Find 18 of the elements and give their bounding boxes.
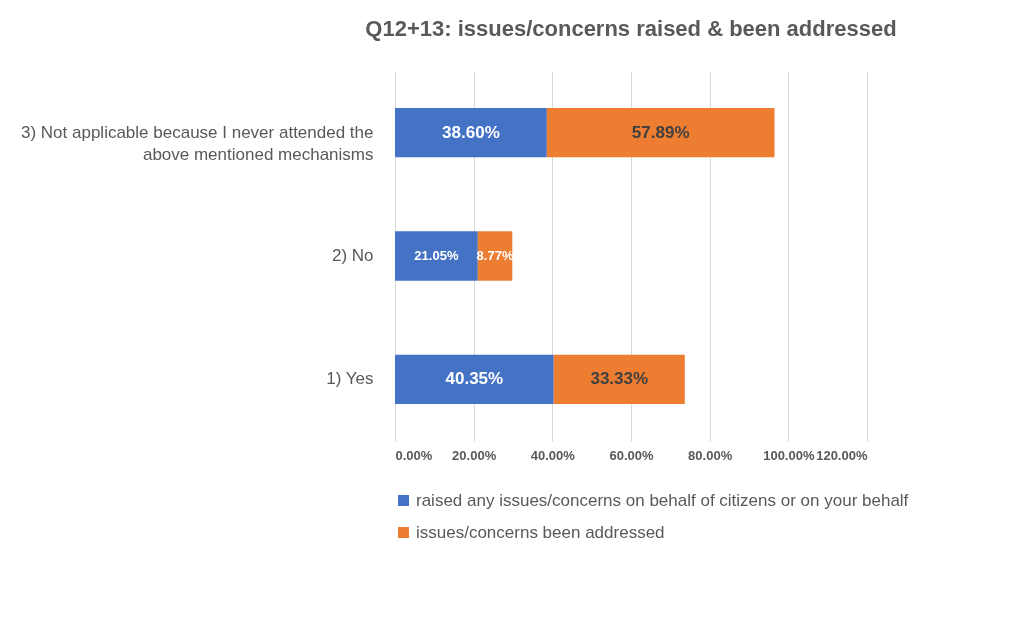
chart-title: Q12+13: issues/concerns raised & been addressed	[365, 16, 897, 41]
y-tick-label: 3) Not applicable because I never attended the above mentioned mechanisms	[20, 122, 374, 164]
x-tick-label: 40.00%	[530, 447, 576, 463]
y-tick-label: 2) No	[331, 246, 374, 265]
data-label: 57.89%	[631, 122, 690, 142]
legend-label: raised any issues/concerns on behalf of citizens or on your behalf	[416, 490, 909, 510]
x-tick-label: 60.00%	[609, 447, 654, 463]
data-label: 40.35%	[445, 369, 504, 389]
x-tick-label: 120.00%	[816, 447, 868, 463]
x-tick-label: 100.00%	[763, 447, 815, 463]
data-label: 21.05%	[414, 248, 459, 263]
y-tick-label: 1) Yes	[326, 369, 374, 389]
data-label: 33.33%	[590, 369, 649, 389]
x-tick-label: 20.00%	[452, 447, 497, 463]
x-tick-label: 0.00%	[395, 447, 433, 463]
data-label: 38.60%	[442, 122, 500, 142]
legend-label: issues/concerns been addressed	[416, 522, 665, 542]
x-tick-label: 80.00%	[688, 447, 733, 463]
